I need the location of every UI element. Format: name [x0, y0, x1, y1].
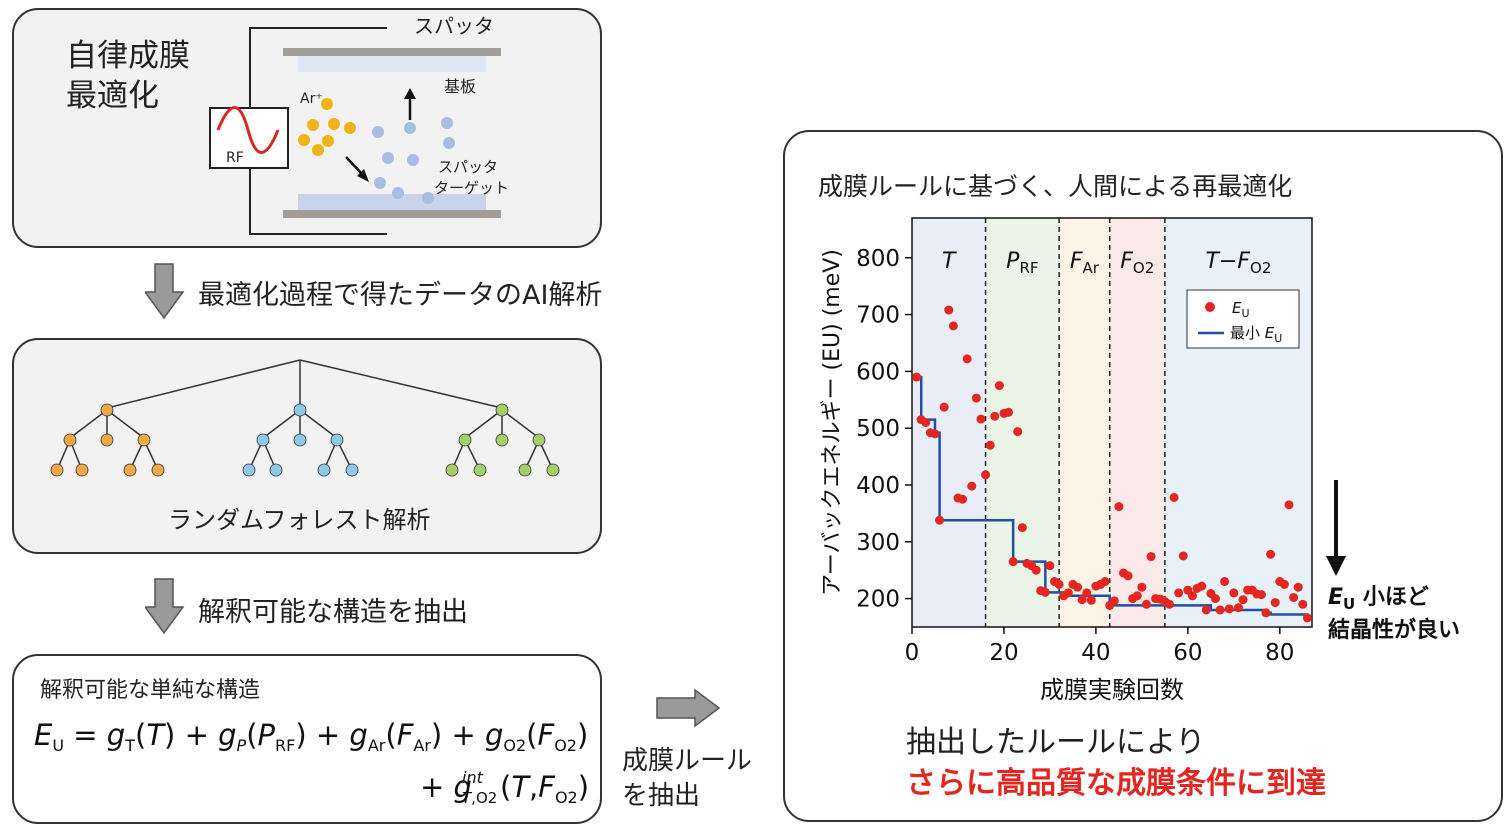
svg-text:EU = gT(T) + gP(PRF) + gAr(FAr: EU = gT(T) + gP(PRF) + gAr(FAr) + gO2(FO…: [34, 718, 588, 755]
result-title: 成膜ルールに基づく、人間による再最適化: [818, 172, 1293, 201]
svg-text:+ g: + g: [420, 770, 472, 804]
sputter-title-line1: 自律成膜: [66, 38, 190, 74]
formula-title: 解釈可能な単純な構造: [40, 678, 261, 703]
step1-label: 最適化過程で得たデータのAI解析: [198, 280, 603, 311]
formula: EU = gT(T) + gP(PRF) + gAr(FAr) + gO2(FO…: [34, 718, 589, 807]
random-forest-diagram: [50, 359, 560, 477]
extract-rule-line2: を抽出: [622, 781, 701, 811]
tree-blue: [242, 403, 359, 477]
svg-text:(T,FO2): (T,FO2): [500, 770, 589, 807]
right-arrow: [656, 688, 721, 728]
sputter-title-line2: 最適化: [66, 78, 159, 114]
down-arrow-2: [145, 578, 185, 635]
forest-caption: ランダムフォレスト解析: [168, 506, 431, 534]
tree-orange: [50, 403, 165, 477]
step2-label: 解釈可能な構造を抽出: [198, 597, 468, 628]
extract-rule-line1: 成膜ルール: [622, 746, 753, 776]
tree-green: [445, 403, 560, 477]
down-arrow-1: [145, 263, 185, 320]
conclusion-line2: さらに高品質な成膜条件に到達: [906, 766, 1326, 801]
formula-panel: [12, 654, 602, 824]
svg-text:int: int: [462, 768, 484, 787]
conclusion-line1: 抽出したルールにより: [906, 725, 1206, 760]
svg-text:T,O2: T,O2: [462, 789, 497, 807]
